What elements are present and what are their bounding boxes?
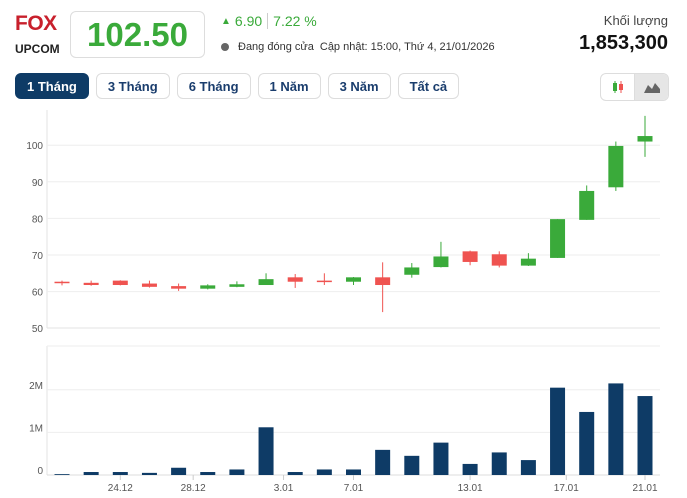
volume-bar <box>229 469 245 475</box>
tab-1-month[interactable]: 1 Tháng <box>15 73 89 99</box>
status-dot-icon <box>221 43 229 51</box>
divider <box>267 13 269 29</box>
candle-body <box>637 136 653 142</box>
area-chart-icon[interactable] <box>634 74 668 100</box>
x-tick-label: 7.01 <box>344 483 364 494</box>
volume-tick-label: 0 <box>37 466 43 477</box>
market-status: Đang đóng cửa Cập nhật: 15:00, Thứ 4, 21… <box>221 41 495 53</box>
candle-body <box>608 145 624 188</box>
candle-body <box>375 277 391 286</box>
stock-symbol: FOX <box>15 12 57 35</box>
candle-body <box>550 219 566 258</box>
candle-body <box>83 282 99 286</box>
volume-bar <box>433 442 449 475</box>
period-tabs: 1 Tháng 3 Tháng 6 Tháng 1 Năm 3 Năm Tất … <box>15 73 460 99</box>
candle-body <box>141 283 157 287</box>
volume-bar <box>404 455 420 475</box>
x-tick-label: 21.01 <box>632 483 657 494</box>
volume-bar <box>141 472 157 475</box>
volume-bar <box>54 474 70 475</box>
candle-body <box>316 280 332 283</box>
volume-bar <box>375 449 391 475</box>
candle-body <box>200 285 216 289</box>
tab-3-years[interactable]: 3 Năm <box>327 73 391 99</box>
volume-value: 1,853,300 <box>579 32 668 54</box>
volume-bar <box>550 387 566 475</box>
candle-body <box>54 281 70 284</box>
change-percent: 7.22 % <box>273 13 317 29</box>
x-tick-label: 3.01 <box>274 483 294 494</box>
current-price: 102.50 <box>87 15 188 53</box>
volume-label: Khối lượng <box>603 13 668 28</box>
tab-1-year[interactable]: 1 Năm <box>257 73 321 99</box>
candle-body <box>112 280 128 286</box>
candlestick-icon[interactable] <box>601 74 634 100</box>
candle-body <box>229 284 245 287</box>
volume-bar <box>608 383 624 475</box>
volume-tick-label: 2M <box>29 381 43 392</box>
candle-body <box>491 254 507 266</box>
tab-all[interactable]: Tất cả <box>397 73 460 99</box>
price-tick-label: 60 <box>32 288 44 299</box>
chart-type-toggle <box>600 73 669 101</box>
price-change: ▲ 6.90 7.22 % <box>221 13 317 29</box>
price-tick-label: 70 <box>32 251 44 262</box>
candle-body <box>287 277 303 282</box>
tab-3-months[interactable]: 3 Tháng <box>95 73 170 99</box>
x-tick-label: 28.12 <box>181 483 206 494</box>
change-value: 6.90 <box>234 13 263 29</box>
volume-bar <box>637 396 653 475</box>
update-time: Cập nhật: 15:00, Thứ 4, 21/01/2026 <box>319 41 495 53</box>
x-tick-label: 13.01 <box>458 483 483 494</box>
volume-bar <box>520 460 536 475</box>
candle-body <box>346 277 361 282</box>
candle-body <box>404 267 420 275</box>
volume-tick-label: 1M <box>29 423 43 434</box>
price-box: 102.50 <box>70 11 205 58</box>
volume-bar <box>316 469 332 475</box>
up-arrow-icon: ▲ <box>221 15 231 27</box>
price-tick-label: 50 <box>32 324 44 335</box>
x-tick-label: 24.12 <box>108 483 133 494</box>
x-tick-label: 17.01 <box>554 483 579 494</box>
candle-body <box>433 256 449 268</box>
candle-body <box>258 279 274 286</box>
volume-bar <box>83 472 99 475</box>
volume-bar <box>491 452 507 475</box>
price-tick-label: 90 <box>32 178 44 189</box>
candle-body <box>462 251 478 262</box>
volume-bar <box>258 427 274 475</box>
candle-body <box>520 258 536 266</box>
status-text: Đang đóng cửa <box>238 41 314 53</box>
volume-bar <box>462 463 478 475</box>
price-tick-label: 100 <box>26 141 43 152</box>
volume-bar <box>346 469 361 475</box>
exchange-label: UPCOM <box>15 42 60 56</box>
volume-bar <box>287 472 303 475</box>
volume-bar <box>200 472 216 475</box>
volume-bar <box>579 411 595 475</box>
tab-6-months[interactable]: 6 Tháng <box>176 73 251 99</box>
volume-bar <box>171 467 187 475</box>
candle-body <box>171 286 187 289</box>
price-tick-label: 80 <box>32 214 44 225</box>
volume-bar <box>112 472 128 475</box>
candle-body <box>579 190 595 220</box>
